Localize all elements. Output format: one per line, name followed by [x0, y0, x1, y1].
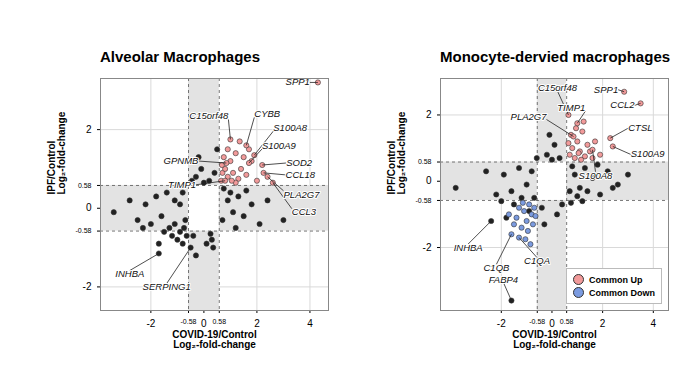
svg-text:-0.58: -0.58	[529, 318, 545, 325]
svg-text:0.58: 0.58	[212, 318, 226, 325]
svg-text:C15orf48: C15orf48	[189, 110, 229, 121]
svg-text:-2: -2	[497, 318, 506, 329]
svg-text:-2: -2	[146, 318, 155, 329]
svg-text:CCL2: CCL2	[610, 99, 635, 110]
svg-text:S100A8: S100A8	[273, 122, 308, 133]
svg-text:2: 2	[600, 318, 606, 329]
svg-text:SOD2: SOD2	[286, 157, 313, 168]
svg-text:IPF/ControlLog₂-fold-change: IPF/ControlLog₂-fold-change	[46, 111, 67, 194]
svg-text:SPP1: SPP1	[285, 76, 310, 88]
svg-text:C15orf48: C15orf48	[538, 82, 578, 93]
svg-text:CCL3: CCL3	[292, 206, 317, 217]
svg-text:COVID-19/ControlLog₂-fold-chan: COVID-19/ControlLog₂-fold-change	[512, 329, 597, 350]
svg-text:COVID-19/ControlLog₂-fold-chan: COVID-19/ControlLog₂-fold-change	[172, 329, 257, 350]
svg-text:SERPING1: SERPING1	[143, 281, 191, 292]
svg-text:2: 2	[86, 124, 92, 135]
svg-text:0: 0	[86, 202, 92, 213]
svg-text:S100A9: S100A9	[262, 140, 297, 151]
svg-text:CTSL: CTSL	[628, 122, 652, 133]
svg-text:PLA2G7: PLA2G7	[511, 111, 548, 122]
svg-text:S100A9: S100A9	[631, 148, 666, 159]
svg-text:-2: -2	[83, 281, 92, 292]
svg-text:S100A8: S100A8	[579, 170, 614, 181]
svg-text:C1QB: C1QB	[483, 262, 510, 273]
svg-text:INHBA: INHBA	[115, 268, 144, 279]
svg-text:0.58: 0.58	[78, 182, 92, 189]
svg-text:TIMP1: TIMP1	[557, 102, 585, 113]
html-text:Common Down: Common Down	[589, 287, 655, 298]
svg-text:4: 4	[307, 318, 313, 329]
svg-text:GPNMB: GPNMB	[164, 155, 200, 166]
svg-text:IPF/ControlLog₂-fold-change: IPF/ControlLog₂-fold-change	[386, 111, 407, 194]
svg-text:SPP1: SPP1	[594, 84, 618, 95]
svg-text:TIMP1: TIMP1	[168, 179, 196, 190]
svg-text:0.58: 0.58	[560, 318, 574, 325]
svg-text:-0.58: -0.58	[76, 227, 92, 234]
svg-text:-0.58: -0.58	[416, 197, 432, 204]
html-text:Monocyte-dervied macrophages: Monocyte-dervied macrophages	[440, 48, 671, 65]
svg-text:2: 2	[426, 109, 432, 120]
svg-text:0: 0	[549, 318, 555, 329]
svg-text:0: 0	[201, 318, 207, 329]
svg-text:CCL18: CCL18	[286, 169, 316, 180]
svg-text:INHBA: INHBA	[454, 242, 483, 253]
svg-text:CYBB: CYBB	[254, 108, 281, 119]
svg-text:2: 2	[254, 318, 260, 329]
svg-text:0.58: 0.58	[418, 158, 432, 165]
svg-text:C1QA: C1QA	[524, 255, 550, 266]
svg-text:-2: -2	[423, 242, 432, 253]
html-text:Alveolar Macrophages: Alveolar Macrophages	[100, 48, 261, 65]
svg-text:FABP4: FABP4	[489, 274, 518, 285]
svg-text:4: 4	[651, 318, 657, 329]
svg-text:PLA2G7: PLA2G7	[284, 189, 321, 200]
html-text:Common Up: Common Up	[589, 274, 643, 285]
svg-text:0: 0	[426, 175, 432, 186]
svg-text:-0.58: -0.58	[181, 318, 197, 325]
